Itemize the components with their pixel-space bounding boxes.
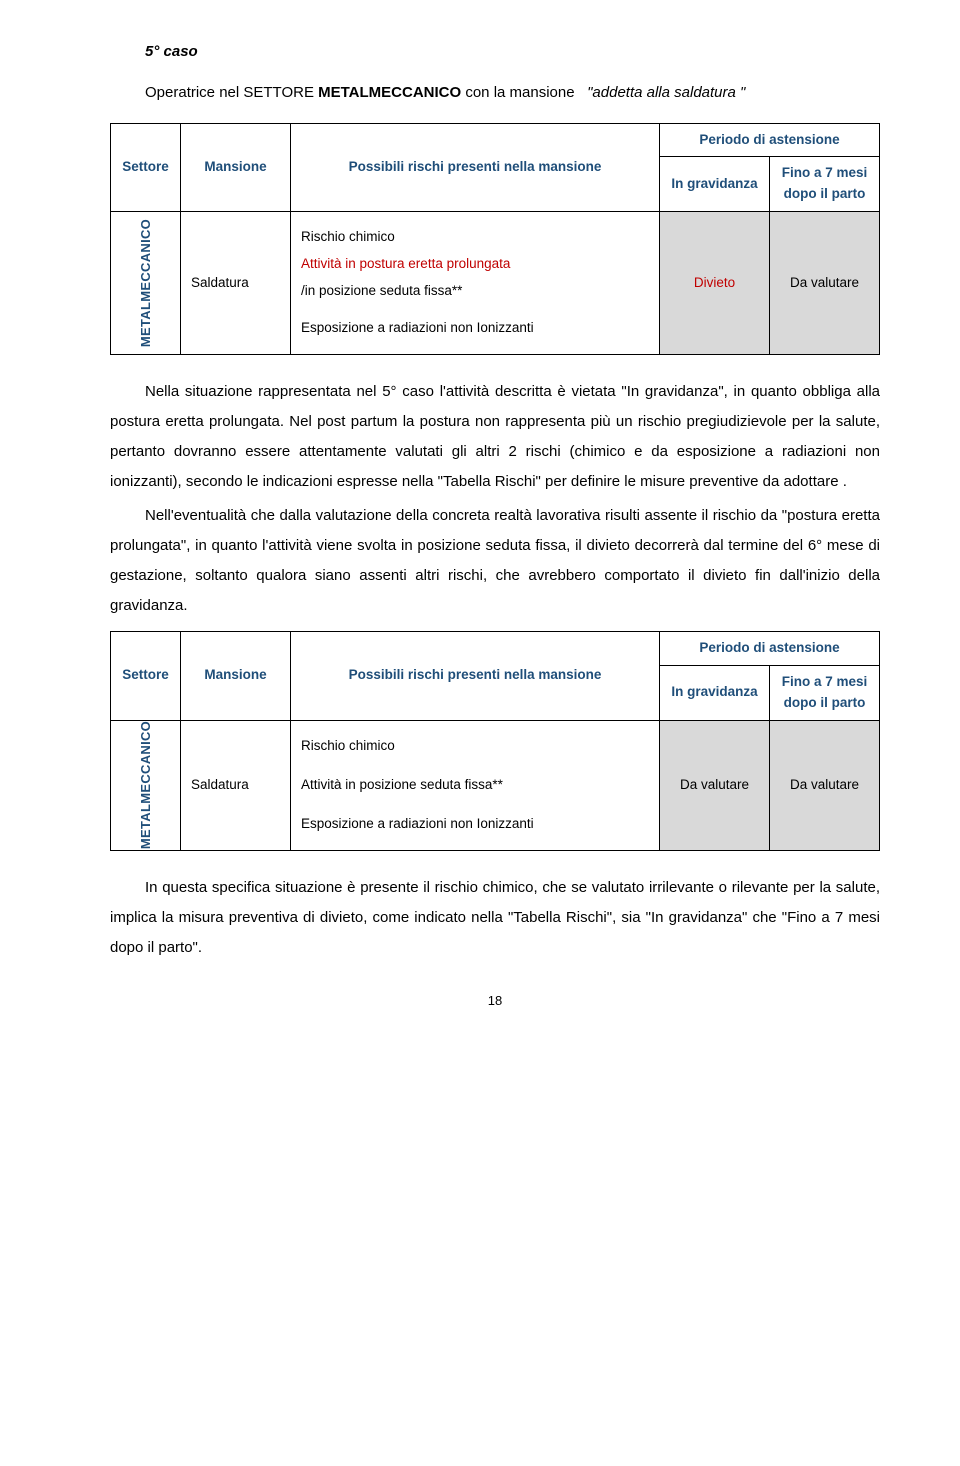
settore-label: METALMECCANICO bbox=[135, 219, 155, 347]
th-settore: Settore bbox=[111, 123, 181, 212]
td-settore-vert: METALMECCANICO bbox=[111, 720, 181, 850]
th-periodo: Periodo di astensione bbox=[660, 632, 880, 666]
risk-line: Rischio chimico bbox=[301, 226, 649, 249]
settore-label: METALMECCANICO bbox=[135, 721, 155, 849]
th-rischi: Possibili rischi presenti nella mansione bbox=[291, 123, 660, 212]
td-settore-vert: METALMECCANICO bbox=[111, 212, 181, 355]
th-ingrav: In gravidanza bbox=[660, 157, 770, 212]
risk-line: /in posizione seduta fissa** bbox=[301, 280, 649, 303]
intro-quoted: "addetta alla saldatura " bbox=[587, 84, 745, 101]
risk-line: Attività in posizione seduta fissa** bbox=[301, 774, 649, 797]
table-row: METALMECCANICO Saldatura Rischio chimico… bbox=[111, 720, 880, 850]
risk-line-red: Attività in postura eretta prolungata bbox=[301, 253, 649, 276]
td-rischi: Rischio chimico Attività in posizione se… bbox=[291, 720, 660, 850]
th-settore: Settore bbox=[111, 632, 181, 721]
risk-line: Esposizione a radiazioni non Ionizzanti bbox=[301, 813, 649, 836]
td-rischi: Rischio chimico Attività in postura eret… bbox=[291, 212, 660, 355]
body-paragraph-3: In questa specifica situazione è present… bbox=[110, 873, 880, 963]
th-mansione: Mansione bbox=[181, 123, 291, 212]
spacer bbox=[301, 762, 649, 770]
table-row: Settore Mansione Possibili rischi presen… bbox=[111, 632, 880, 666]
body-paragraph-2: Nell'eventualità che dalla valutazione d… bbox=[110, 501, 880, 621]
td-ingrav-val: Da valutare bbox=[660, 720, 770, 850]
th-periodo: Periodo di astensione bbox=[660, 123, 880, 157]
spacer bbox=[301, 801, 649, 809]
page-number: 18 bbox=[110, 991, 880, 1011]
risk-line: Esposizione a radiazioni non Ionizzanti bbox=[301, 317, 649, 340]
th-fino7: Fino a 7 mesi dopo il parto bbox=[770, 665, 880, 720]
td-mansione: Saldatura bbox=[181, 212, 291, 355]
th-fino7: Fino a 7 mesi dopo il parto bbox=[770, 157, 880, 212]
risk-line: Rischio chimico bbox=[301, 735, 649, 758]
td-ingrav-val: Divieto bbox=[660, 212, 770, 355]
td-fino7-val: Da valutare bbox=[770, 212, 880, 355]
intro-paragraph: Operatrice nel SETTORE METALMECCANICO co… bbox=[145, 81, 880, 104]
case-title: 5° caso bbox=[145, 40, 880, 63]
td-fino7-val: Da valutare bbox=[770, 720, 880, 850]
table-row: METALMECCANICO Saldatura Rischio chimico… bbox=[111, 212, 880, 355]
spacer bbox=[301, 307, 649, 313]
body-paragraph-1: Nella situazione rappresentata nel 5° ca… bbox=[110, 377, 880, 497]
table-row: Settore Mansione Possibili rischi presen… bbox=[111, 123, 880, 157]
td-mansione: Saldatura bbox=[181, 720, 291, 850]
th-ingrav: In gravidanza bbox=[660, 665, 770, 720]
intro-sector-bold: METALMECCANICO bbox=[318, 84, 461, 101]
risk-table-1: Settore Mansione Possibili rischi presen… bbox=[110, 123, 880, 356]
th-mansione: Mansione bbox=[181, 632, 291, 721]
intro-mid: con la mansione bbox=[461, 84, 579, 101]
risk-table-2: Settore Mansione Possibili rischi presen… bbox=[110, 631, 880, 851]
th-rischi: Possibili rischi presenti nella mansione bbox=[291, 632, 660, 721]
intro-pre: Operatrice nel SETTORE bbox=[145, 84, 318, 101]
